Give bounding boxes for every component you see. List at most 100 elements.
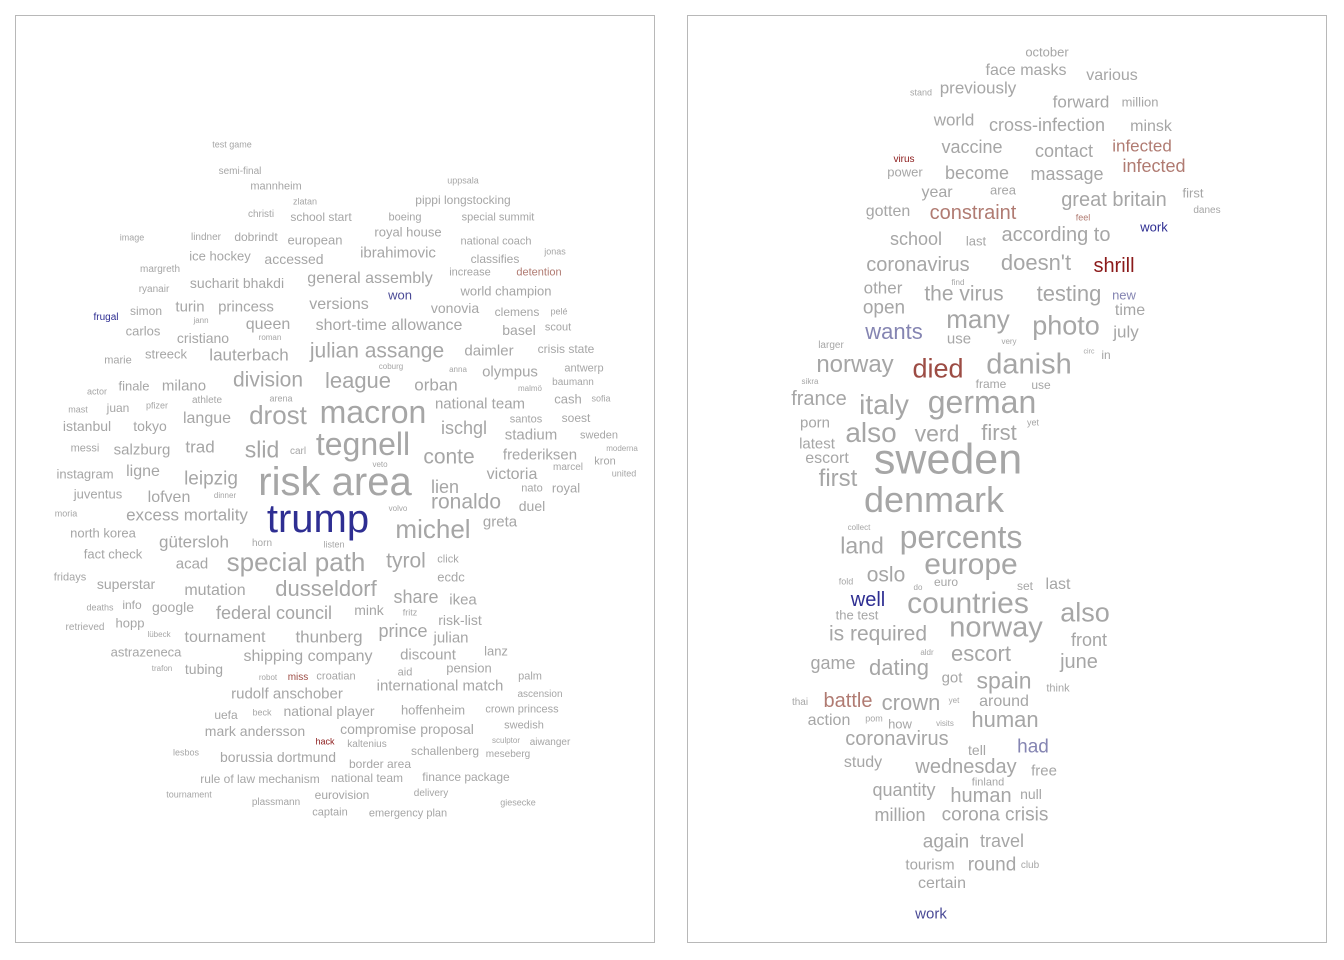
cloud-word: land bbox=[840, 532, 884, 559]
cloud-word: hopp bbox=[115, 615, 145, 631]
cloud-word: streeck bbox=[145, 346, 187, 362]
cloud-word: hoffenheim bbox=[400, 702, 466, 718]
cloud-word: million bbox=[874, 805, 926, 825]
cloud-word: league bbox=[324, 368, 392, 393]
cloud-word: nato bbox=[521, 482, 543, 495]
cloud-word: crisis state bbox=[537, 342, 595, 356]
cloud-word: finance package bbox=[422, 770, 510, 784]
cloud-word: cash bbox=[554, 391, 582, 407]
cloud-word: ligne bbox=[126, 463, 160, 480]
cloud-word: finland bbox=[971, 776, 1005, 789]
cloud-word: soest bbox=[561, 411, 591, 425]
cloud-word: italy bbox=[859, 389, 909, 420]
cloud-word: lindner bbox=[190, 232, 222, 243]
cloud-word: pom bbox=[865, 713, 883, 724]
cloud-word: trad bbox=[185, 437, 215, 457]
cloud-word: tournament bbox=[166, 789, 212, 800]
cloud-word: emergency plan bbox=[368, 807, 448, 820]
cloud-word: pension bbox=[446, 660, 492, 676]
cloud-word: milano bbox=[161, 377, 207, 395]
cloud-word: pelé bbox=[550, 306, 568, 317]
cloud-word: istanbul bbox=[62, 418, 112, 434]
cloud-word: sculptor bbox=[491, 736, 521, 745]
cloud-word: area bbox=[989, 182, 1017, 198]
cloud-word: tyrol bbox=[386, 549, 426, 573]
cloud-word: tegnell bbox=[315, 426, 411, 462]
cloud-word: daimler bbox=[464, 342, 514, 360]
cloud-word: coronavirus bbox=[845, 728, 949, 750]
cloud-word: special summit bbox=[461, 211, 535, 224]
cloud-word: norway bbox=[816, 351, 894, 378]
cloud-word: scout bbox=[544, 321, 572, 334]
cloud-word: do bbox=[913, 583, 923, 592]
cloud-word: superstar bbox=[96, 576, 156, 592]
cloud-word: uppsala bbox=[447, 175, 479, 186]
cloud-word: visits bbox=[936, 719, 954, 728]
cloud-word: carl bbox=[289, 446, 307, 457]
cloud-word: photo bbox=[1032, 310, 1100, 341]
cloud-word: stadium bbox=[504, 426, 558, 444]
cloud-word: corona crisis bbox=[941, 804, 1049, 826]
cloud-word: various bbox=[1086, 67, 1138, 84]
cloud-word: schallenberg bbox=[410, 744, 480, 758]
cloud-word: retrieved bbox=[65, 622, 105, 633]
cloud-word: lauterbach bbox=[209, 345, 289, 365]
cloud-word: use bbox=[1031, 378, 1051, 392]
cloud-word: semi-final bbox=[218, 166, 262, 177]
cloud-word: find bbox=[951, 278, 965, 287]
cloud-word: tourism bbox=[905, 856, 955, 874]
cloud-word: constraint bbox=[929, 202, 1017, 224]
cloud-word: duel bbox=[518, 498, 546, 514]
cloud-word: sweden bbox=[873, 435, 1023, 484]
cloud-word: discount bbox=[400, 646, 456, 664]
cloud-word: versions bbox=[309, 296, 369, 313]
right-word-cloud-panel: october face masks various stand previously f… bbox=[687, 15, 1327, 943]
cloud-word: lübeck bbox=[147, 630, 171, 639]
cloud-word: free bbox=[1031, 762, 1057, 780]
cloud-word: cristiano bbox=[176, 330, 230, 346]
cloud-word: meseberg bbox=[485, 749, 531, 760]
cloud-word: the test bbox=[835, 607, 879, 623]
cloud-word: is required bbox=[828, 622, 928, 646]
cloud-word: according to bbox=[1001, 224, 1111, 246]
cloud-word: wednesday bbox=[915, 756, 1017, 778]
cloud-word: ikea bbox=[449, 591, 477, 609]
cloud-word: latest bbox=[799, 435, 835, 453]
cloud-word: aiwanger bbox=[529, 737, 571, 748]
cloud-word: malmö bbox=[517, 384, 543, 393]
cloud-word: deaths bbox=[86, 602, 114, 613]
cloud-word: died bbox=[912, 353, 964, 384]
cloud-word: crown princess bbox=[485, 703, 559, 716]
cloud-word: new bbox=[1112, 287, 1136, 303]
cloud-word: round bbox=[967, 854, 1017, 876]
cloud-word: circ bbox=[1083, 348, 1095, 356]
cloud-word: infected bbox=[1112, 136, 1172, 156]
cloud-word: volvo bbox=[388, 504, 408, 513]
cloud-word: risk-list bbox=[438, 612, 482, 628]
cloud-word: royal bbox=[551, 480, 581, 496]
cloud-word: aid bbox=[397, 666, 413, 679]
cloud-word: info bbox=[122, 598, 142, 612]
cloud-word: wants bbox=[865, 319, 923, 344]
cloud-word: set bbox=[1016, 579, 1034, 593]
cloud-word: ice hockey bbox=[189, 248, 251, 264]
cloud-word: macron bbox=[319, 394, 427, 430]
cloud-word: first bbox=[1182, 185, 1204, 201]
cloud-word: human bbox=[971, 707, 1039, 732]
cloud-word: gütersloh bbox=[159, 532, 229, 552]
cloud-word: leipzig bbox=[184, 468, 238, 490]
cloud-word: become bbox=[944, 163, 1010, 183]
cloud-word: kron bbox=[594, 455, 616, 468]
cloud-word: danish bbox=[986, 348, 1072, 381]
cloud-word: julian assange bbox=[309, 339, 445, 363]
cloud-word: porn bbox=[799, 414, 831, 432]
cloud-word: giesecke bbox=[500, 797, 536, 808]
cloud-word: denmark bbox=[863, 479, 1005, 520]
cloud-word: countries bbox=[907, 587, 1029, 620]
cloud-word: gotten bbox=[865, 203, 911, 220]
cloud-word: drost bbox=[249, 400, 307, 430]
cloud-word: sikra bbox=[801, 377, 819, 386]
cloud-word: travel bbox=[979, 831, 1025, 851]
cloud-word: special path bbox=[226, 547, 366, 577]
cloud-word: yet bbox=[948, 696, 960, 705]
